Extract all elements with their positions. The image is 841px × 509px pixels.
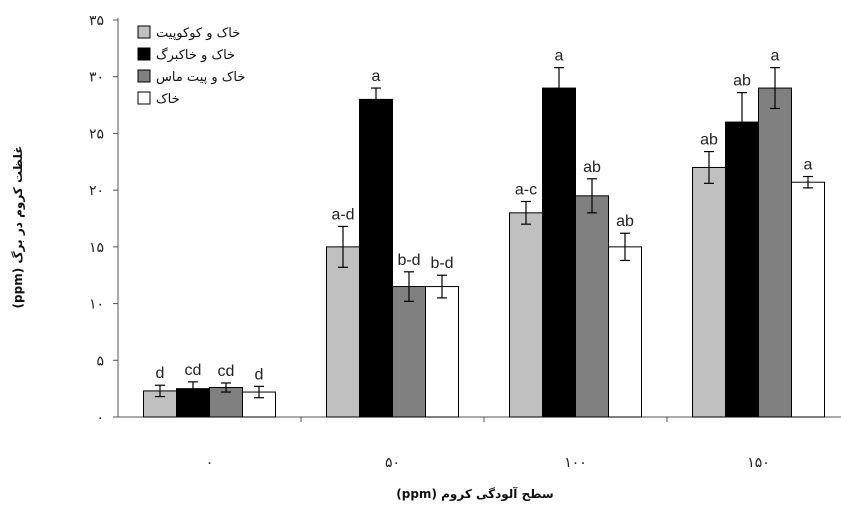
data-label: a <box>804 157 813 174</box>
x-axis-title: سطح آلودگی کروم (ppm) <box>396 486 553 502</box>
bar <box>542 87 576 418</box>
data-label: ab <box>733 73 751 90</box>
y-tick-label: ۲۵ <box>89 126 104 142</box>
y-tick-label: ۳۰ <box>89 70 104 86</box>
bar <box>392 286 426 418</box>
legend-label: خاک و کوکوپیت <box>156 26 240 41</box>
data-label: ab <box>583 159 601 176</box>
bar <box>692 166 726 418</box>
data-label: ab <box>616 213 634 230</box>
data-label: ab <box>700 132 718 149</box>
bar <box>425 286 459 418</box>
x-tick-label: ۱۵۰ <box>747 455 770 471</box>
data-label: b-d <box>430 255 453 272</box>
legend-label: خاک و خاکبرگ <box>156 46 235 63</box>
legend-swatch <box>137 47 151 61</box>
bar <box>608 246 642 418</box>
y-tick-label: ۱۵ <box>89 240 104 256</box>
data-label: a-d <box>331 206 354 223</box>
data-label: a <box>771 48 780 65</box>
legend-swatch <box>137 25 151 39</box>
bar <box>575 195 609 418</box>
legend-swatch <box>137 91 151 105</box>
bar <box>359 98 393 418</box>
data-label: a <box>555 48 564 65</box>
data-label: a-c <box>515 181 537 198</box>
data-label: d <box>156 365 165 382</box>
y-tick-label: ۳۵ <box>89 13 104 29</box>
legend-swatch <box>137 69 151 83</box>
data-label: d <box>255 366 264 383</box>
bar <box>509 212 543 418</box>
y-tick-label: ۲۰ <box>89 183 104 199</box>
y-tick-label: ۵ <box>96 353 104 369</box>
data-label: a <box>372 68 381 85</box>
plot-area: ۰ ۵ ۱۰ ۱۵ ۲۰ ۲۵ ۳۰ ۳۵ ۰ ۵۰ ۱۰۰ ۱۵۰ d cd cd d a-d a b-d b-d a… <box>89 13 841 471</box>
y-tick-label: ۰ <box>96 410 104 426</box>
bar <box>791 181 825 418</box>
y-axis-title: غلظت کروم در برگ (ppm) <box>10 146 26 309</box>
bar <box>725 121 759 418</box>
x-tick-label: ۰ <box>206 455 214 471</box>
legend-label: خاک و پیت ماس <box>156 70 245 85</box>
data-label: b-d <box>397 252 420 269</box>
legend-label: خاک <box>156 92 180 107</box>
y-tick-label: ۱۰ <box>89 297 104 313</box>
bar <box>326 246 360 418</box>
data-label: cd <box>218 363 235 380</box>
data-label: cd <box>185 362 202 379</box>
x-tick-label: ۵۰ <box>385 455 400 471</box>
x-tick-label: ۱۰۰ <box>564 455 587 471</box>
bar <box>758 87 792 418</box>
